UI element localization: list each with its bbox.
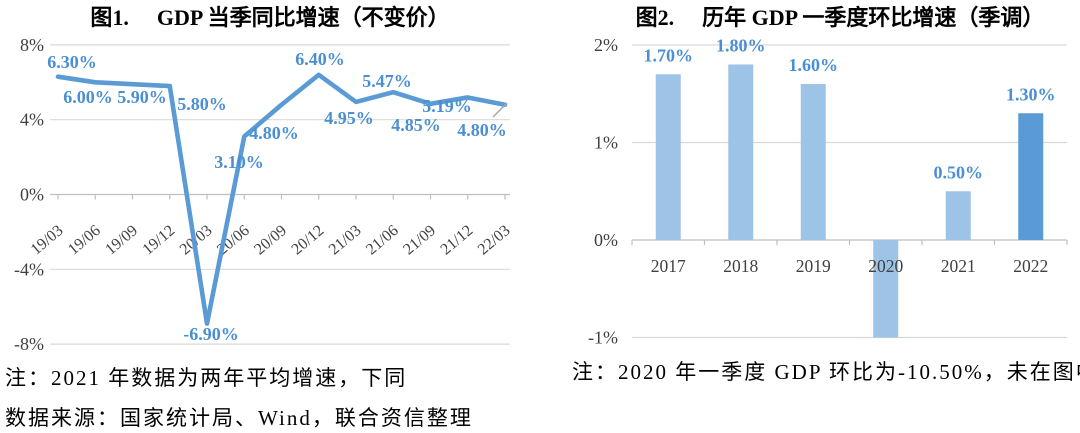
data-label: 4.85%: [391, 115, 441, 135]
data-label: 6.30%: [47, 52, 97, 72]
figure2-note: 注：2020 年一季度 GDP 环比为-10.50%，未在图中显示: [572, 360, 1080, 384]
data-label: 6.00%: [63, 87, 113, 107]
x-tick-label: 2022: [1013, 256, 1048, 276]
gdp-yoy-series-line: [55, 72, 508, 326]
bar-2017: [655, 74, 681, 240]
x-tick-label: 2019: [796, 256, 831, 276]
x-tick-label: 2018: [723, 256, 758, 276]
y-tick-label: 0%: [20, 185, 44, 205]
y-tick-label: -1%: [588, 328, 618, 348]
x-tick-label: 2020: [868, 256, 903, 276]
x-tick-label: 21/06: [363, 222, 402, 258]
x-tick-label: 19/03: [28, 222, 67, 258]
figure2-title-text: 历年 GDP 一季度环比增速（季调）: [702, 5, 1045, 30]
figure2-title: 图2. 历年 GDP 一季度环比增速（季调）: [600, 2, 1080, 34]
data-label: 1.70%: [644, 45, 694, 65]
data-label: 5.80%: [177, 94, 227, 114]
x-axis-ticks: [631, 240, 1068, 245]
data-label: 1.80%: [716, 36, 766, 56]
gdp-yoy-line-chart: 8% 4% 0% -4% -8% 19/0319/0619/0919/1220/0320/…: [14, 35, 514, 354]
figure2-title-number: 图2.: [635, 5, 675, 30]
x-tick-label: 2017: [651, 256, 686, 276]
data-label-leader-line: [492, 102, 508, 118]
x-tick-label: 19/12: [139, 222, 178, 258]
x-tick-label: 2021: [941, 256, 976, 276]
y-tick-label: 1%: [594, 133, 618, 153]
data-label: 4.95%: [324, 108, 374, 128]
data-labels: 6.30% 6.00% 5.90% 5.80% -6.90% 3.10% 4.80% 6.40…: [47, 49, 507, 344]
figure1-note: 注：2021 年数据为两年平均增速，下同: [5, 366, 408, 390]
y-tick-label: 0%: [594, 230, 618, 250]
x-tick-label: 21/03: [326, 222, 365, 258]
y-tick-label: 4%: [20, 110, 44, 130]
figure1-title: 图1. GDP 当季同比增速（不变价）: [0, 2, 540, 34]
y-gridlines: [50, 44, 510, 345]
data-label: 0.50%: [934, 162, 984, 182]
bar-2018: [728, 64, 754, 240]
data-label: 4.80%: [249, 123, 299, 143]
data-label: 3.10%: [214, 152, 264, 172]
x-axis-tick-labels: 2017 2018 2019 2020 2021 2022: [651, 256, 1049, 276]
y-axis-tick-labels: 2% 1% 0% -1%: [588, 35, 618, 348]
x-tick-label: 21/09: [400, 222, 439, 258]
x-tick-label: 20/12: [288, 222, 327, 258]
bar-2021: [945, 191, 971, 240]
x-axis-tick-labels: 19/0319/0619/0919/1220/0320/0620/0920/12…: [28, 222, 514, 258]
data-label: -6.90%: [183, 324, 239, 344]
figure1-data-source: 数据来源：国家统计局、Wind，联合资信整理: [5, 406, 473, 430]
figure1-title-number: 图1.: [90, 5, 129, 30]
data-label: 6.40%: [295, 49, 345, 69]
x-tick-label: 21/12: [437, 222, 476, 258]
data-labels: 1.70% 1.80% 1.60% 0.50% 1.30%: [644, 36, 1056, 183]
data-label: 1.60%: [789, 55, 839, 75]
y-gridlines: [632, 44, 1067, 339]
figure1-title-text: GDP 当季同比增速（不变价）: [156, 5, 450, 30]
y-tick-label: 2%: [594, 35, 618, 55]
y-tick-label: -8%: [14, 334, 44, 354]
data-label: 5.19%: [422, 96, 472, 116]
bar-2020: [873, 240, 899, 338]
data-label: 1.30%: [1006, 84, 1056, 104]
y-axis-tick-labels: 8% 4% 0% -4% -8%: [14, 35, 44, 354]
data-label: 4.80%: [457, 120, 507, 140]
y-tick-label: -4%: [14, 259, 44, 279]
y-tick-label: 8%: [20, 35, 44, 55]
x-tick-label: 20/09: [251, 222, 290, 258]
bar-series: [655, 64, 1044, 338]
data-label: 5.47%: [362, 71, 412, 91]
gdp-q1-qoq-bar-chart: 2%1%0%-1%1.70% 1.80%1.60%0.50%1.30%2017 20…: [588, 35, 1068, 348]
x-tick-label: 22/03: [475, 222, 514, 258]
x-tick-label: 19/09: [102, 222, 141, 258]
bar-2022: [1018, 113, 1044, 240]
x-tick-label: 19/06: [65, 222, 104, 258]
x-axis-ticks: [57, 194, 506, 200]
data-label: 5.90%: [117, 87, 167, 107]
bar-2019: [800, 84, 826, 240]
